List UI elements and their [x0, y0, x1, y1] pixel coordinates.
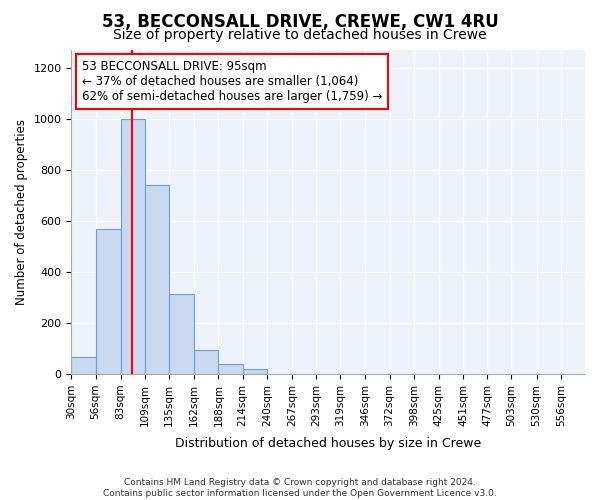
Text: 53, BECCONSALL DRIVE, CREWE, CW1 4RU: 53, BECCONSALL DRIVE, CREWE, CW1 4RU — [101, 12, 499, 30]
Bar — [242, 369, 267, 374]
Text: Contains HM Land Registry data © Crown copyright and database right 2024.
Contai: Contains HM Land Registry data © Crown c… — [103, 478, 497, 498]
Bar — [71, 358, 95, 374]
Bar — [218, 364, 242, 374]
Bar — [95, 228, 121, 374]
Text: Size of property relative to detached houses in Crewe: Size of property relative to detached ho… — [113, 28, 487, 42]
Bar — [169, 294, 194, 374]
Bar — [145, 185, 169, 374]
X-axis label: Distribution of detached houses by size in Crewe: Distribution of detached houses by size … — [175, 437, 481, 450]
Text: 53 BECCONSALL DRIVE: 95sqm
← 37% of detached houses are smaller (1,064)
62% of s: 53 BECCONSALL DRIVE: 95sqm ← 37% of deta… — [82, 60, 382, 102]
Bar — [121, 119, 145, 374]
Y-axis label: Number of detached properties: Number of detached properties — [15, 119, 28, 305]
Bar — [194, 350, 218, 374]
